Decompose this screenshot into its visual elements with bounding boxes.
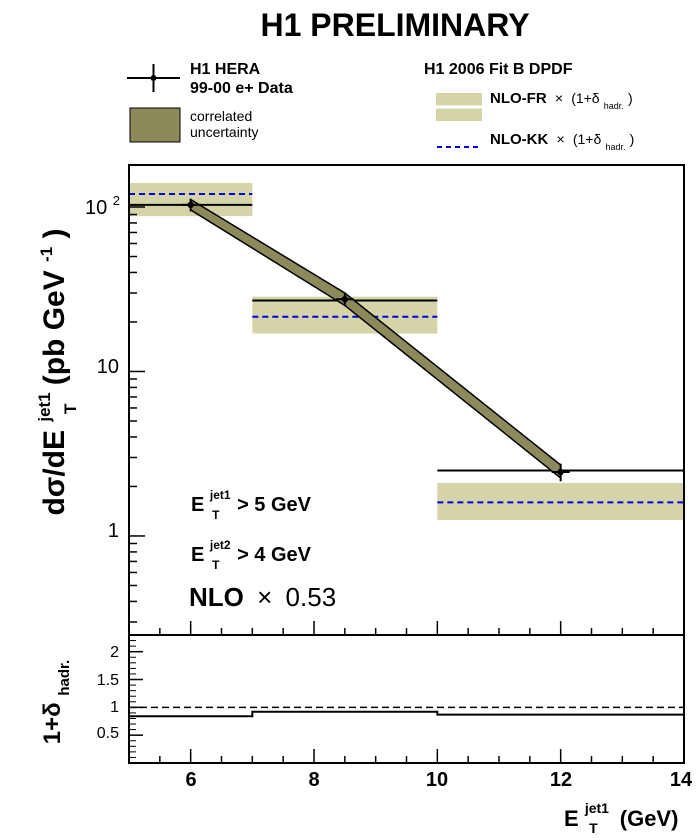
legend-fr-factor: (1+δ: [571, 90, 600, 106]
xtick-label-6: 6: [185, 769, 196, 791]
ratio-hadr-correction: [129, 710, 684, 718]
legend-kk-factor-close: ): [630, 131, 635, 147]
ratio-ylabel: 1+δ hadr.: [39, 660, 73, 744]
ratio-axis-ticks: [128, 640, 685, 763]
xtick-label-14: 14: [670, 769, 693, 791]
legend-data-marker: [150, 75, 157, 81]
data-point-2: [557, 468, 564, 476]
x-axis-label-unit: (GeV): [620, 806, 679, 831]
cut-jet2-E: E: [191, 544, 204, 566]
legend-data-label-1: H1 HERA: [190, 61, 261, 78]
cut-jet1-rest: > 5 GeV: [237, 494, 312, 516]
legend-left: H1 HERA 99-00 e+ Data correlated uncerta…: [127, 61, 293, 143]
chart-title: H1 PRELIMINARY: [260, 7, 529, 43]
nlo-scale: NLO × 0.53: [189, 582, 336, 612]
data-point-0: [187, 201, 194, 209]
cut-jet2-sub: T: [212, 558, 220, 572]
legend-right: H1 2006 Fit B DPDF NLO-FR × (1+δ hadr. )…: [424, 61, 634, 154]
data-point-1: [341, 296, 349, 303]
correlated-uncertainty-band: [189, 198, 562, 480]
ytick-label-100-exp: 2: [113, 193, 120, 208]
xtick-label-12: 12: [550, 769, 572, 791]
main-ylabel: dσ/dE jet1 T (pb GeV -1 ): [24, 228, 83, 515]
legend-kk-factor: (1+δ: [573, 131, 602, 147]
legend-fr-factor-close: ): [628, 90, 633, 106]
ratio-ytick-2: 2: [110, 644, 119, 661]
legend-corr-label-1: correlated: [190, 108, 252, 124]
ytick-label-100: 10 2: [85, 193, 120, 219]
main-fr-central-lines: [129, 203, 684, 472]
cut-jet2-rest: > 4 GeV: [237, 544, 312, 566]
cut-jet1-sub: T: [212, 508, 220, 522]
x-axis-label-sub: T: [589, 820, 598, 836]
legend-corr-label-2: uncertainty: [190, 124, 258, 140]
main-data-points: [181, 198, 570, 482]
ratio-ylabel-sub: hadr.: [56, 660, 73, 696]
main-kk-lines: [129, 192, 684, 504]
legend-fr-label: NLO-FR: [490, 90, 547, 107]
ytick-label-100-base: 10: [85, 197, 107, 219]
legend-kk-label: NLO-KK: [490, 131, 548, 148]
x-axis-label-main: E: [564, 806, 579, 831]
x-axis-label: E jet1 T (GeV): [564, 793, 678, 838]
nlo-scale-label: NLO: [189, 582, 244, 612]
nlo-scale-times: ×: [257, 582, 272, 612]
main-correlated-band: [189, 198, 562, 480]
main-ylabel-unit-exp: -1: [37, 247, 56, 262]
ratio-ytick-1: 1: [110, 699, 119, 716]
ratio-plot: [129, 706, 684, 718]
cut-jet1-sup: jet1: [209, 488, 231, 502]
xtick-label-10: 10: [426, 769, 448, 791]
cut-jet1: E jet1 T > 5 GeV: [191, 482, 312, 524]
main-ylabel-prefix: dσ/dE: [38, 430, 71, 516]
xtick-label-8: 8: [308, 769, 319, 791]
cut-jet2: E jet2 T > 4 GeV: [191, 532, 312, 574]
ratio-ytick-05: 0.5: [97, 725, 119, 742]
legend-data-label-2: 99-00 e+ Data: [190, 80, 293, 97]
ratio-frame: [128, 634, 685, 764]
legend-kk-text: NLO-KK × (1+δ hadr. ): [490, 131, 634, 154]
ratio-ylabel-prefix: 1+δ: [39, 702, 66, 744]
ytick-label-1: 1: [108, 520, 119, 542]
nlo-scale-value: 0.53: [286, 582, 337, 612]
x-axis-label-sup: jet1: [584, 800, 609, 816]
legend-fr-text: NLO-FR × (1+δ hadr. ): [490, 90, 633, 113]
main-ylabel-close: ): [38, 228, 71, 238]
legend-corr-swatch: [129, 107, 181, 143]
cut-jet2-sup: jet2: [209, 538, 231, 552]
ytick-label-10: 10: [97, 356, 119, 378]
legend-right-header: H1 2006 Fit B DPDF: [424, 61, 573, 78]
ratio-ytick-15: 1.5: [97, 672, 119, 689]
main-ylabel-sup: jet1: [35, 392, 54, 422]
main-ylabel-unit: (pb GeV: [38, 270, 71, 385]
cut-jet1-E: E: [191, 494, 204, 516]
legend-fr-factor-sub: hadr.: [604, 101, 624, 111]
legend-fr-times: ×: [555, 90, 563, 106]
main-ylabel-sub: T: [61, 403, 80, 414]
legend-kk-factor-sub: hadr.: [605, 142, 625, 152]
legend-kk-times: ×: [557, 131, 565, 147]
